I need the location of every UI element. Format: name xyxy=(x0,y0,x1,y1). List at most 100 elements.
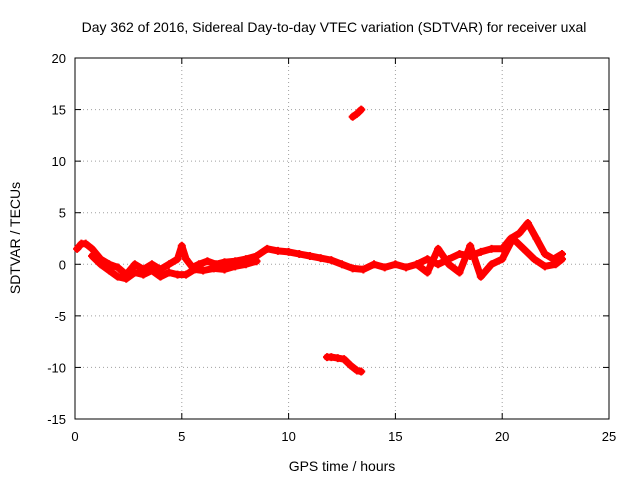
data-point xyxy=(476,247,485,256)
data-point xyxy=(209,264,218,273)
data-point xyxy=(164,260,173,269)
data-point xyxy=(199,266,208,275)
data-point xyxy=(173,270,182,279)
data-point xyxy=(532,234,541,243)
data-point xyxy=(352,366,361,375)
data-point xyxy=(402,263,411,272)
y-tick-label: 5 xyxy=(59,206,66,221)
data-point xyxy=(327,256,336,265)
data-point xyxy=(466,241,475,250)
x-axis-label: GPS time / hours xyxy=(289,458,396,474)
data-point xyxy=(455,249,464,258)
data-point xyxy=(156,265,165,274)
data-point xyxy=(241,260,250,269)
x-tick-label: 10 xyxy=(281,429,295,444)
data-point xyxy=(105,266,114,275)
data-point xyxy=(220,258,229,267)
data-point xyxy=(357,367,366,376)
data-point xyxy=(173,255,182,264)
data-point xyxy=(487,260,496,269)
data-point xyxy=(284,247,293,256)
data-point xyxy=(73,244,82,253)
data-point xyxy=(182,270,191,279)
data-point xyxy=(391,260,400,269)
data-point xyxy=(130,268,139,277)
data-point xyxy=(88,244,97,253)
data-point xyxy=(476,272,485,281)
x-tick-label: 5 xyxy=(178,429,185,444)
y-tick-label: 10 xyxy=(52,154,66,169)
x-tick-label: 20 xyxy=(495,429,509,444)
y-tick-label: -5 xyxy=(54,309,66,324)
data-point xyxy=(273,246,282,255)
y-axis-label: SDTVAR / TECUs xyxy=(7,182,23,294)
data-point xyxy=(444,260,453,269)
data-point xyxy=(333,354,342,363)
data-point xyxy=(434,260,443,269)
data-point xyxy=(380,263,389,272)
x-tick-label: 25 xyxy=(602,429,616,444)
y-tick-label: 15 xyxy=(52,103,66,118)
data-point xyxy=(122,274,131,283)
axis-ticks xyxy=(74,57,610,420)
data-point xyxy=(96,260,105,269)
data-point xyxy=(558,255,567,264)
data-point xyxy=(348,112,357,121)
y-tick-label: -10 xyxy=(47,360,66,375)
data-point xyxy=(231,262,240,271)
data-point xyxy=(316,254,325,263)
grid xyxy=(75,58,609,419)
data-point xyxy=(139,270,148,279)
data-point xyxy=(434,244,443,253)
data-point xyxy=(147,266,156,275)
plot-frame xyxy=(74,57,610,420)
y-tick-label: -15 xyxy=(47,412,66,427)
data-point xyxy=(190,265,199,274)
data-point xyxy=(412,260,421,269)
x-tick-label: 15 xyxy=(388,429,402,444)
data-point xyxy=(423,268,432,277)
data-point xyxy=(327,353,336,362)
data-point xyxy=(498,255,507,264)
data-point xyxy=(156,272,165,281)
data-point xyxy=(370,260,379,269)
data-point xyxy=(352,109,361,118)
data-point xyxy=(540,262,549,271)
data-point xyxy=(357,105,366,114)
data-point xyxy=(551,260,560,269)
data-point xyxy=(346,361,355,370)
data-point xyxy=(252,257,261,266)
series-group xyxy=(73,105,567,376)
y-tick-label: 0 xyxy=(59,257,66,272)
data-point xyxy=(182,255,191,264)
data-point xyxy=(113,263,122,272)
y-tick-label: 20 xyxy=(52,51,66,66)
data-point xyxy=(540,249,549,258)
data-point xyxy=(508,234,517,243)
data-point xyxy=(203,257,212,266)
data-point xyxy=(263,244,272,253)
data-point xyxy=(530,255,539,264)
data-point xyxy=(515,229,524,238)
data-point xyxy=(295,249,304,258)
data-point xyxy=(359,265,368,274)
data-point xyxy=(164,268,173,277)
data-point xyxy=(340,355,349,364)
data-point xyxy=(305,252,314,261)
data-point xyxy=(88,252,97,261)
data-point xyxy=(519,244,528,253)
data-point xyxy=(113,272,122,281)
y-tick-labels: -15 -10 -5 0 5 10 15 20 xyxy=(47,51,66,427)
x-tick-labels: 0 5 10 15 20 25 xyxy=(71,429,616,444)
data-point xyxy=(81,239,90,248)
data-point xyxy=(338,260,346,269)
data-point xyxy=(220,265,229,274)
x-tick-label: 0 xyxy=(71,429,78,444)
data-point xyxy=(348,264,357,273)
data-point xyxy=(177,241,186,250)
data-point xyxy=(487,244,496,253)
data-point xyxy=(455,268,464,277)
data-point xyxy=(523,219,532,228)
chart-title: Day 362 of 2016, Sidereal Day-to-day VTE… xyxy=(82,19,587,35)
